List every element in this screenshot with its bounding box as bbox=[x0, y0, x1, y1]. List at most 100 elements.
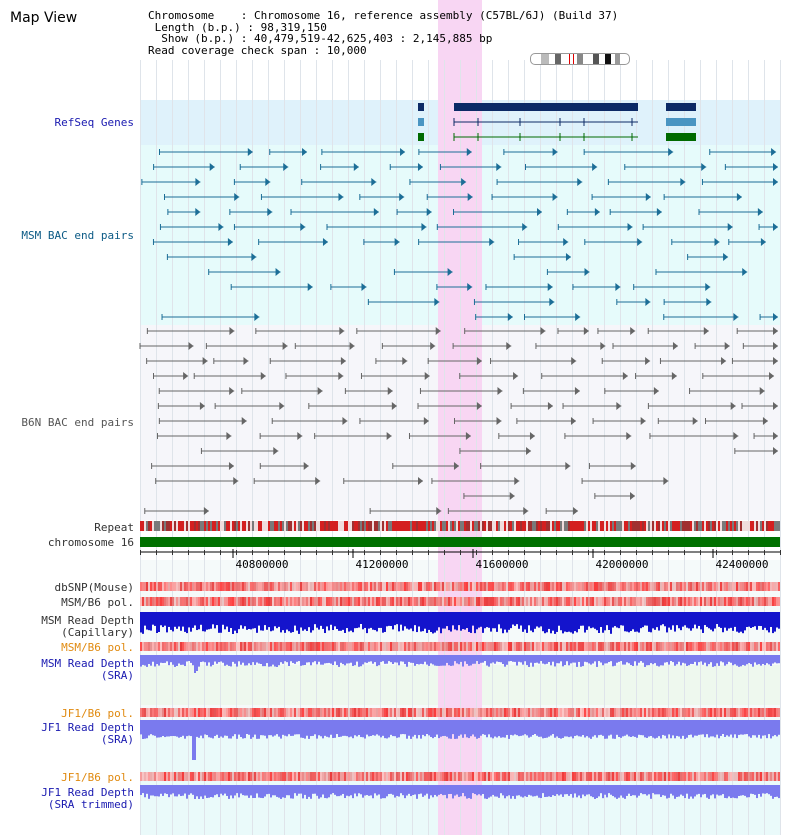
jf1-trimmed-depth-bar bbox=[724, 785, 726, 798]
msm-pol-cell bbox=[170, 597, 172, 606]
jf1-trimmed-depth-bar bbox=[408, 785, 410, 794]
msm-sra-depth-bar bbox=[340, 655, 342, 663]
jf1-trimmed-depth-bar bbox=[692, 785, 694, 799]
jf1-sra-depth-bar bbox=[464, 720, 466, 735]
msm-bac-pair-arrow bbox=[773, 313, 778, 321]
jf1-sra-depth-bar bbox=[476, 720, 478, 739]
jf1-trimmed-depth-bar bbox=[526, 785, 528, 797]
dbsnp-cell bbox=[348, 582, 350, 591]
repeat-segment bbox=[626, 521, 628, 531]
jf1-pol-cell bbox=[430, 708, 432, 717]
msm-pol2-cell bbox=[482, 642, 484, 651]
jf1-pol-cell bbox=[776, 708, 778, 717]
jf1-sra-depth-bar bbox=[238, 720, 240, 735]
msm-pol2-cell bbox=[332, 642, 334, 651]
jf1-sra-depth-bar bbox=[416, 720, 418, 739]
msm-pol2-cell bbox=[494, 642, 496, 651]
jf1-sra-depth-bar bbox=[252, 720, 254, 738]
dbsnp-cell bbox=[276, 582, 278, 591]
dbsnp-cell bbox=[270, 582, 272, 591]
jf1-sra-depth-bar bbox=[572, 720, 574, 739]
jf1-trimmed-depth-bar bbox=[652, 785, 654, 794]
jf1-pol2-cell bbox=[266, 772, 268, 781]
msm-sra-depth-bar bbox=[232, 655, 234, 662]
msm-pol-cell bbox=[496, 597, 498, 606]
msm-capillary-depth-bar bbox=[300, 612, 302, 628]
jf1-pol2-cell bbox=[284, 772, 286, 781]
chromosome-ideogram[interactable] bbox=[530, 53, 630, 65]
repeat-segment bbox=[546, 521, 548, 531]
msm-pol2-cell bbox=[564, 642, 566, 651]
jf1-sra-depth-bar bbox=[570, 720, 572, 737]
msm-pol-cell bbox=[202, 597, 204, 606]
jf1-sra-depth-bar bbox=[264, 720, 266, 736]
msm-sra-depth-bar bbox=[502, 655, 504, 665]
msm-capillary-depth-bar bbox=[658, 612, 660, 631]
repeat-segment bbox=[450, 521, 452, 531]
msm-capillary-depth-bar bbox=[384, 612, 386, 632]
msm-sra-depth-bar bbox=[530, 655, 532, 663]
msm-pol-cell bbox=[278, 597, 280, 606]
jf1-pol2-cell bbox=[768, 772, 770, 781]
dbsnp-cell bbox=[322, 582, 324, 591]
msm-capillary-depth-bar bbox=[338, 612, 340, 631]
msm-pol-cell bbox=[178, 597, 180, 606]
jf1-pol-cell bbox=[336, 708, 338, 717]
msm-pol-cell bbox=[218, 597, 220, 606]
msm-pol2-cell bbox=[342, 642, 344, 651]
jf1-sra-depth-bar bbox=[326, 720, 328, 737]
msm-capillary-depth-bar bbox=[452, 612, 454, 626]
msm-sra-depth-bar bbox=[614, 655, 616, 666]
jf1-pol-cell bbox=[718, 708, 720, 717]
jf1-pol-cell bbox=[506, 708, 508, 717]
repeat-segment bbox=[360, 521, 362, 531]
jf1-pol-cell bbox=[166, 708, 168, 717]
dbsnp-cell bbox=[496, 582, 498, 591]
msm-pol-cell bbox=[264, 597, 266, 606]
jf1-trimmed-depth-bar bbox=[178, 785, 180, 795]
jf1-trimmed-depth-bar bbox=[528, 785, 530, 795]
jf1-pol2-cell bbox=[752, 772, 754, 781]
msm-pol2-cell bbox=[294, 642, 296, 651]
msm-capillary-depth-bar bbox=[466, 612, 468, 629]
jf1-sra-depth-bar bbox=[310, 720, 312, 737]
msm-capillary-depth-bar bbox=[234, 612, 236, 631]
jf1-pol-cell bbox=[610, 708, 612, 717]
msm-bac-pair-arrow bbox=[771, 148, 777, 156]
msm-pol-cell bbox=[366, 597, 368, 606]
jf1-sra-depth-bar bbox=[174, 720, 176, 737]
msm-pol-cell bbox=[612, 597, 614, 606]
jf1-pol-cell bbox=[726, 708, 728, 717]
jf1-pol-cell bbox=[174, 708, 176, 717]
msm-pol-cell bbox=[414, 597, 416, 606]
repeat-segment bbox=[420, 521, 422, 531]
repeat-segment bbox=[184, 521, 186, 531]
msm-pol-cell bbox=[326, 597, 328, 606]
msm-pol-cell bbox=[370, 597, 372, 606]
jf1-pol-cell bbox=[772, 708, 774, 717]
dbsnp-cell bbox=[288, 582, 290, 591]
jf1-trimmed-depth-bar bbox=[754, 785, 756, 795]
track-label-jf1-pol-2: JF1/B6 pol. bbox=[61, 771, 134, 784]
jf1-pol-cell bbox=[266, 708, 268, 717]
jf1-pol-cell bbox=[160, 708, 162, 717]
jf1-sra-depth-bar bbox=[382, 720, 384, 736]
msm-pol-cell bbox=[450, 597, 452, 606]
msm-capillary-depth-bar bbox=[506, 612, 508, 633]
jf1-pol-cell bbox=[582, 708, 584, 717]
msm-capillary-depth-bar bbox=[374, 612, 376, 631]
repeat-segment bbox=[382, 521, 384, 531]
jf1-pol2-cell bbox=[490, 772, 492, 781]
msm-sra-depth-bar bbox=[426, 655, 428, 665]
msm-capillary-depth-bar bbox=[642, 612, 644, 628]
dbsnp-cell bbox=[530, 582, 532, 591]
msm-sra-depth-bar bbox=[140, 655, 142, 667]
msm-pol-cell bbox=[534, 597, 536, 606]
jf1-pol-cell bbox=[600, 708, 602, 717]
msm-pol-cell bbox=[428, 597, 430, 606]
msm-sra-depth-bar bbox=[608, 655, 610, 663]
msm-sra-depth-bar bbox=[438, 655, 440, 666]
msm-sra-depth-bar bbox=[364, 655, 366, 663]
jf1-pol2-cell bbox=[334, 772, 336, 781]
